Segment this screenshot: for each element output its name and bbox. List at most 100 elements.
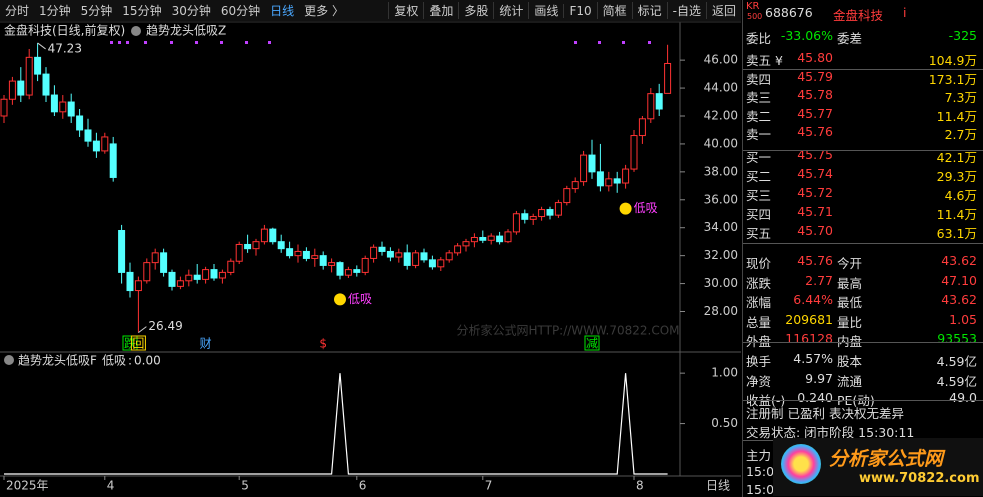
stock-code: 688676 [765, 5, 813, 20]
series-name: 低吸 [102, 354, 126, 368]
candle-body [134, 280, 142, 292]
period-tab[interactable]: 分时 [5, 4, 30, 18]
quote-value: 11.4万 [936, 207, 977, 222]
tool-button[interactable]: 标记 [631, 2, 667, 19]
quote-value: 47.10 [941, 272, 977, 288]
candle-body [269, 228, 277, 243]
period-tab[interactable]: 30分钟 [171, 4, 211, 18]
candle-body [622, 168, 630, 184]
tool-button[interactable]: -自选 [666, 2, 706, 19]
period-tab[interactable]: 5分钟 [80, 4, 113, 18]
tool-button[interactable]: 多股 [458, 2, 493, 19]
quote-note: 15:0 [743, 480, 983, 497]
period-tab[interactable]: 更多 〉 [304, 4, 344, 18]
logo: 分析家公式网 www.70822.com [773, 438, 983, 496]
watermark: 分析家公式网HTTP://WWW.70822.COM [456, 323, 679, 338]
candle-body [554, 202, 562, 216]
candle-body [571, 181, 579, 190]
quote-value: 93553 [937, 331, 977, 347]
period-tab[interactable]: 15分钟 [122, 4, 162, 18]
quote-value: 43.62 [941, 253, 977, 268]
candle-body [479, 236, 487, 241]
badge: 500 [747, 12, 763, 21]
logo-url: www.70822.com [859, 471, 980, 486]
period-tab[interactable]: 60分钟 [220, 4, 261, 18]
tool-button[interactable]: 简框 [596, 2, 632, 19]
quote-row: 外盘 116128 内盘 93553 [743, 329, 983, 349]
candle-body [462, 241, 470, 247]
candle-body [67, 101, 75, 117]
candle-body [361, 257, 369, 273]
candle-body [311, 255, 319, 259]
candle-body [546, 209, 554, 216]
candle-body [227, 260, 235, 273]
event-box [130, 335, 146, 351]
quote-label: 卖五 ¥ [746, 53, 783, 68]
candle-body [59, 101, 67, 113]
period-tab[interactable]: 日线 [270, 4, 295, 18]
x-tick-label: 7 [485, 479, 493, 493]
stock-name: 金盘科技 [833, 8, 884, 23]
quote-value: 45.76 [797, 124, 833, 140]
divider [743, 69, 983, 70]
quote-label: 买五 [746, 226, 772, 241]
candle-body [302, 250, 310, 259]
signal-line [4, 373, 668, 475]
period-tab[interactable]: 1分钟 [39, 4, 71, 18]
quote-label: 现价 [746, 256, 772, 271]
quote-label: 买四 [746, 207, 772, 222]
candle-body [84, 129, 92, 142]
tool-button[interactable]: 画线 [528, 2, 563, 19]
tool-button[interactable]: 复权 [388, 2, 423, 19]
logo-icon [781, 444, 821, 484]
candle-body [428, 259, 436, 268]
chart-title: 金盘科技(日线,前复权) [4, 23, 125, 38]
quote-value: 173.1万 [928, 71, 977, 87]
quote-label: 今开 [837, 256, 863, 271]
candle-body [638, 118, 646, 137]
candle-body [319, 255, 327, 266]
signal-label: 低吸 [634, 201, 658, 215]
tool-button[interactable]: F10 [563, 3, 596, 18]
quote-value: 45.74 [797, 166, 833, 181]
tool-button[interactable]: 叠加 [423, 2, 458, 19]
tool-button[interactable]: 统计 [493, 2, 528, 19]
quote-panel: KR 500 688676 金盘科技 i 委比 -33.06% 委差 -325 卖五 ¥ 45.80… [742, 0, 983, 497]
candle-body [160, 252, 168, 273]
extreme-label: 26.49 [148, 319, 182, 333]
candle-body [252, 241, 260, 250]
candle-body [328, 262, 336, 266]
quote-label: 涨幅 [746, 295, 772, 311]
candle-body [655, 93, 663, 110]
quote-value: 209681 [785, 311, 833, 327]
quote-label: 内盘 [837, 334, 863, 350]
candle-body [344, 269, 352, 276]
candle-body [580, 154, 588, 183]
quote-label: 卖二 [746, 108, 772, 124]
quote-label: 买二 [746, 169, 772, 184]
quote-value: 29.3万 [936, 169, 977, 184]
candle-body [101, 136, 109, 152]
quote-value: 45.78 [797, 87, 833, 103]
event-label: 跌 [124, 336, 136, 351]
divider [743, 342, 983, 343]
quote-value: 45.72 [797, 185, 833, 200]
quote-label: 最高 [837, 275, 863, 291]
candle-body [168, 271, 176, 287]
candle-body [143, 262, 151, 282]
candle-body [202, 269, 210, 280]
candle-body [185, 274, 193, 282]
tool-button[interactable]: 返回 [705, 2, 741, 19]
quote-row: 卖四 45.79 173.1万 [743, 67, 983, 87]
quote-label: 买三 [746, 188, 772, 203]
quote-value: 11.4万 [936, 108, 977, 124]
y-tick-label: 42.00 [704, 108, 738, 122]
y-tick-label: 1.00 [711, 366, 738, 380]
info-icon: i [903, 5, 907, 20]
candle-body [50, 94, 58, 113]
candle-body [260, 228, 268, 243]
candle-body [151, 252, 159, 264]
candle-body [521, 213, 529, 220]
candle-body [403, 252, 411, 266]
